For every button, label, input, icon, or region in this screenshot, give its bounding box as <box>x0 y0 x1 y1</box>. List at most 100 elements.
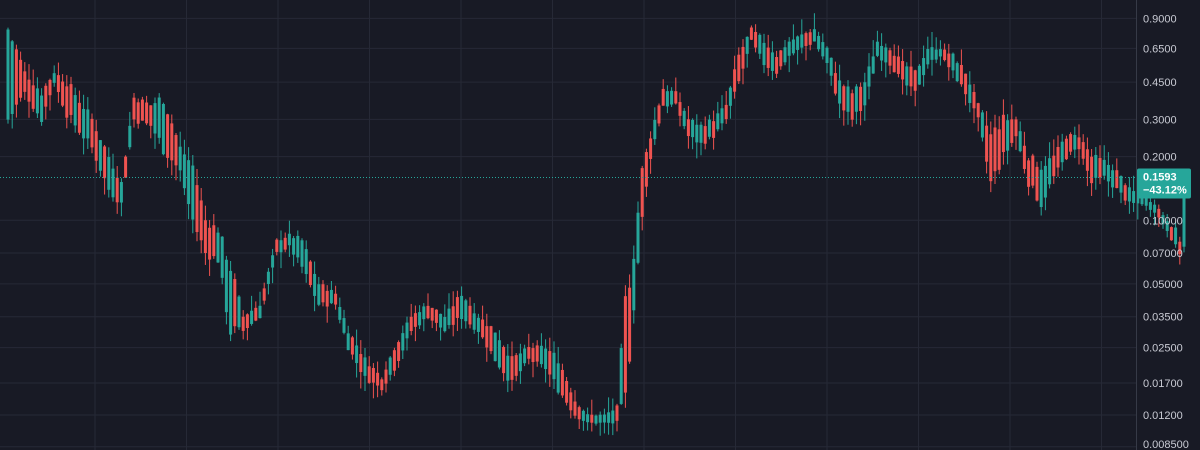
candle-109[interactable] <box>464 298 468 329</box>
candle-208[interactable] <box>880 33 884 72</box>
candle-125[interactable] <box>531 342 535 378</box>
candle-174[interactable] <box>737 47 741 84</box>
candle-218[interactable] <box>922 45 926 87</box>
candle-19[interactable] <box>86 97 90 149</box>
candle-202[interactable] <box>854 84 858 125</box>
candle-119[interactable] <box>506 344 510 393</box>
candle-261[interactable] <box>1102 145 1106 180</box>
candle-64[interactable] <box>275 238 279 256</box>
candle-137[interactable] <box>581 409 585 431</box>
candle-153[interactable] <box>649 131 653 174</box>
candle-9[interactable] <box>44 83 48 120</box>
candle-204[interactable] <box>863 72 867 121</box>
candle-152[interactable] <box>644 148 648 197</box>
candle-217[interactable] <box>917 64 921 85</box>
candle-112[interactable] <box>476 313 480 344</box>
candle-21[interactable] <box>94 119 98 173</box>
candle-199[interactable] <box>842 84 846 126</box>
candle-246[interactable] <box>1039 161 1043 216</box>
candle-197[interactable] <box>833 61 837 96</box>
candle-101[interactable] <box>430 307 434 329</box>
candle-108[interactable] <box>460 286 464 329</box>
candle-77[interactable] <box>329 281 333 305</box>
candle-140[interactable] <box>594 414 598 426</box>
candle-50[interactable] <box>216 227 220 263</box>
candle-226[interactable] <box>955 61 959 83</box>
candle-68[interactable] <box>292 235 296 267</box>
candle-17[interactable] <box>77 90 81 135</box>
candle-70[interactable] <box>300 238 304 274</box>
candle-127[interactable] <box>539 333 543 368</box>
candle-181[interactable] <box>766 34 770 77</box>
candle-162[interactable] <box>686 106 690 149</box>
candle-86[interactable] <box>367 356 371 384</box>
candle-149[interactable] <box>632 245 636 324</box>
candle-134[interactable] <box>569 387 573 419</box>
candle-185[interactable] <box>783 39 787 66</box>
candle-10[interactable] <box>48 78 52 111</box>
candle-166[interactable] <box>703 116 707 150</box>
candle-34[interactable] <box>149 105 153 139</box>
candle-100[interactable] <box>426 293 430 320</box>
candle-146[interactable] <box>619 343 623 405</box>
candle-13[interactable] <box>61 74 65 108</box>
candle-164[interactable] <box>695 114 699 159</box>
candle-187[interactable] <box>791 24 795 56</box>
candle-186[interactable] <box>787 37 791 73</box>
candle-195[interactable] <box>825 46 829 74</box>
candle-63[interactable] <box>271 248 275 284</box>
candle-85[interactable] <box>363 347 367 391</box>
candle-184[interactable] <box>779 49 783 70</box>
candle-155[interactable] <box>657 103 661 127</box>
candle-105[interactable] <box>447 293 451 329</box>
candle-15[interactable] <box>69 76 73 124</box>
candle-122[interactable] <box>518 343 522 384</box>
candle-114[interactable] <box>485 313 489 362</box>
candle-265[interactable] <box>1119 175 1123 204</box>
candle-239[interactable] <box>1010 104 1014 147</box>
candle-176[interactable] <box>745 36 749 68</box>
candle-22[interactable] <box>98 139 102 177</box>
candle-260[interactable] <box>1098 145 1102 185</box>
candle-11[interactable] <box>52 65 56 87</box>
candles[interactable] <box>6 13 1186 436</box>
candle-228[interactable] <box>964 73 968 106</box>
candle-52[interactable] <box>224 255 228 325</box>
candle-49[interactable] <box>212 214 216 259</box>
candle-99[interactable] <box>422 303 426 332</box>
candle-20[interactable] <box>90 113 94 154</box>
candle-212[interactable] <box>896 45 900 78</box>
candle-148[interactable] <box>628 274 632 364</box>
candle-40[interactable] <box>174 133 178 181</box>
candle-48[interactable] <box>208 220 212 276</box>
candle-118[interactable] <box>502 345 506 382</box>
candle-165[interactable] <box>699 121 703 156</box>
candle-56[interactable] <box>241 310 245 340</box>
candle-120[interactable] <box>510 341 514 391</box>
candle-200[interactable] <box>846 80 850 125</box>
candle-169[interactable] <box>716 101 720 132</box>
candle-241[interactable] <box>1018 121 1022 153</box>
candle-268[interactable] <box>1132 175 1136 212</box>
candle-35[interactable] <box>153 97 157 149</box>
candle-96[interactable] <box>409 303 413 336</box>
candle-254[interactable] <box>1073 126 1077 159</box>
candle-44[interactable] <box>191 155 195 234</box>
candle-171[interactable] <box>724 91 728 124</box>
candle-3[interactable] <box>19 51 23 102</box>
candle-28[interactable] <box>124 155 128 178</box>
candle-126[interactable] <box>535 340 539 367</box>
candle-203[interactable] <box>859 82 863 126</box>
candle-75[interactable] <box>321 280 325 307</box>
candle-219[interactable] <box>926 36 930 69</box>
candle-82[interactable] <box>350 335 354 360</box>
candle-1[interactable] <box>10 39 14 129</box>
candle-46[interactable] <box>199 188 203 254</box>
candle-115[interactable] <box>489 325 493 355</box>
candle-42[interactable] <box>182 139 186 196</box>
candle-147[interactable] <box>623 285 627 408</box>
candle-73[interactable] <box>313 261 317 312</box>
candle-256[interactable] <box>1081 134 1085 165</box>
candle-79[interactable] <box>338 297 342 324</box>
